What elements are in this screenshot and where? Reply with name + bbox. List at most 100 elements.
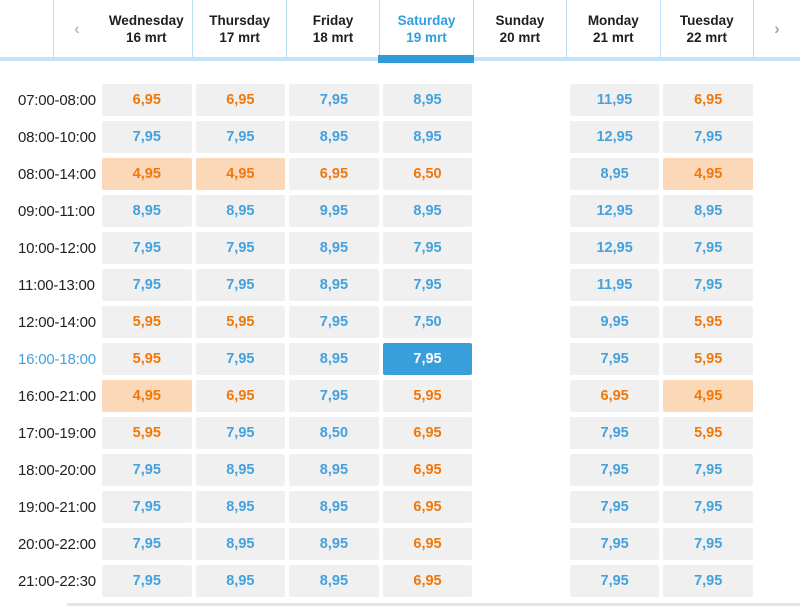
price-cell[interactable]: 7,95 xyxy=(663,491,753,523)
price-cell[interactable]: 8,95 xyxy=(382,195,473,227)
empty-cell xyxy=(476,528,566,560)
price-cell[interactable]: 5,95 xyxy=(663,306,753,338)
time-slot-label: 08:00-14:00 xyxy=(18,165,96,183)
empty-cell xyxy=(476,565,566,597)
price-cell[interactable]: 7,95 xyxy=(663,121,753,153)
price-cell[interactable]: 7,95 xyxy=(102,269,192,301)
price-cell[interactable]: 7,95 xyxy=(102,528,192,560)
price-cell[interactable]: 11,95 xyxy=(569,269,660,301)
price-cell[interactable]: 4,95 xyxy=(102,380,192,412)
price-cell[interactable]: 6,50 xyxy=(382,158,473,190)
price-cell[interactable]: 5,95 xyxy=(102,417,192,449)
price-cell[interactable]: 6,95 xyxy=(569,380,660,412)
price-cell[interactable]: 8,95 xyxy=(195,454,286,486)
price-cell[interactable]: 5,95 xyxy=(663,417,753,449)
price-cell[interactable]: 6,95 xyxy=(663,84,753,116)
price-cell[interactable]: 5,95 xyxy=(382,380,473,412)
price-cell[interactable]: 7,95 xyxy=(663,269,753,301)
price-cell[interactable]: 7,50 xyxy=(382,306,473,338)
tab-saturday[interactable]: Saturday 19 mrt xyxy=(379,0,472,57)
price-cell[interactable]: 8,95 xyxy=(102,195,192,227)
chevron-right-icon[interactable]: › xyxy=(753,0,800,57)
price-cell[interactable]: 7,95 xyxy=(663,232,753,264)
price-cell[interactable]: 4,95 xyxy=(663,158,753,190)
price-cell[interactable]: 12,95 xyxy=(569,195,660,227)
price-cell[interactable]: 7,95 xyxy=(195,121,286,153)
price-cell[interactable]: 8,95 xyxy=(195,491,286,523)
price-cell[interactable]: 7,95 xyxy=(569,491,660,523)
price-cell[interactable]: 8,95 xyxy=(382,84,473,116)
price-cell[interactable]: 8,95 xyxy=(195,528,286,560)
price-cell[interactable]: 6,95 xyxy=(289,158,379,190)
tab-sunday[interactable]: Sunday 20 mrt xyxy=(472,0,566,57)
price-cell[interactable]: 7,95 xyxy=(102,565,192,597)
price-cell[interactable]: 8,95 xyxy=(289,343,379,375)
price-cell[interactable]: 4,95 xyxy=(102,158,192,190)
price-cell[interactable]: 8,95 xyxy=(569,158,660,190)
price-cell[interactable]: 8,95 xyxy=(195,195,286,227)
empty-cell xyxy=(476,380,566,412)
price-cell[interactable]: 7,95 xyxy=(195,343,286,375)
price-cell[interactable]: 12,95 xyxy=(569,121,660,153)
tab-friday[interactable]: Friday 18 mrt xyxy=(285,0,379,57)
price-cell[interactable]: 7,95 xyxy=(382,269,473,301)
price-cell[interactable]: 7,95 xyxy=(289,84,379,116)
tab-thursday[interactable]: Thursday 17 mrt xyxy=(192,0,285,57)
price-cell[interactable]: 7,95 xyxy=(663,454,753,486)
price-cell[interactable]: 7,95 xyxy=(289,380,379,412)
price-cell[interactable]: 8,95 xyxy=(195,565,286,597)
price-cell[interactable]: 8,95 xyxy=(289,121,379,153)
price-cell[interactable]: 5,95 xyxy=(102,343,192,375)
price-cell[interactable]: 7,95 xyxy=(569,343,660,375)
price-cell[interactable]: 9,95 xyxy=(569,306,660,338)
price-cell[interactable]: 8,95 xyxy=(289,269,379,301)
price-cell[interactable]: 7,95 xyxy=(382,343,473,375)
price-cell[interactable]: 8,95 xyxy=(289,454,379,486)
time-slot-label: 08:00-10:00 xyxy=(18,128,96,146)
price-cell[interactable]: 6,95 xyxy=(195,380,286,412)
price-cell[interactable]: 7,95 xyxy=(569,565,660,597)
price-cell[interactable]: 7,95 xyxy=(102,454,192,486)
price-cell[interactable]: 8,95 xyxy=(663,195,753,227)
price-cell[interactable]: 7,95 xyxy=(102,232,192,264)
price-cell[interactable]: 6,95 xyxy=(382,491,473,523)
price-cell[interactable]: 7,95 xyxy=(102,491,192,523)
price-cell[interactable]: 12,95 xyxy=(569,232,660,264)
price-cell[interactable]: 7,95 xyxy=(382,232,473,264)
price-cell[interactable]: 8,95 xyxy=(289,491,379,523)
price-cell[interactable]: 7,95 xyxy=(663,565,753,597)
price-cell[interactable]: 6,95 xyxy=(102,84,192,116)
price-cell[interactable]: 5,95 xyxy=(195,306,286,338)
price-cell[interactable]: 7,95 xyxy=(569,528,660,560)
price-cell[interactable]: 8,95 xyxy=(289,565,379,597)
price-cell[interactable]: 4,95 xyxy=(195,158,286,190)
price-cell[interactable]: 8,50 xyxy=(289,417,379,449)
price-cell[interactable]: 5,95 xyxy=(102,306,192,338)
price-cell[interactable]: 6,95 xyxy=(382,454,473,486)
price-cell[interactable]: 7,95 xyxy=(663,528,753,560)
price-cell[interactable]: 8,95 xyxy=(382,121,473,153)
price-cell[interactable]: 9,95 xyxy=(289,195,379,227)
price-cell[interactable]: 7,95 xyxy=(569,454,660,486)
price-cell[interactable]: 7,95 xyxy=(569,417,660,449)
price-cell[interactable]: 7,95 xyxy=(195,269,286,301)
price-cell[interactable]: 7,95 xyxy=(195,417,286,449)
tab-monday[interactable]: Monday 21 mrt xyxy=(566,0,659,57)
price-cell[interactable]: 7,95 xyxy=(102,121,192,153)
price-cell[interactable]: 7,95 xyxy=(195,232,286,264)
price-cell[interactable]: 8,95 xyxy=(289,232,379,264)
price-cell[interactable]: 8,95 xyxy=(289,528,379,560)
time-slot-label: 11:00-13:00 xyxy=(18,276,95,294)
price-cell[interactable]: 6,95 xyxy=(382,565,473,597)
tab-tuesday[interactable]: Tuesday 22 mrt xyxy=(659,0,753,57)
price-cell[interactable]: 4,95 xyxy=(663,380,753,412)
price-cell[interactable]: 6,95 xyxy=(382,528,473,560)
daybar-spacer xyxy=(0,0,53,57)
price-cell[interactable]: 11,95 xyxy=(569,84,660,116)
chevron-left-icon[interactable]: ‹ xyxy=(53,0,100,57)
price-cell[interactable]: 6,95 xyxy=(195,84,286,116)
tab-wednesday[interactable]: Wednesday 16 mrt xyxy=(100,0,192,57)
price-cell[interactable]: 5,95 xyxy=(663,343,753,375)
price-cell[interactable]: 6,95 xyxy=(382,417,473,449)
price-cell[interactable]: 7,95 xyxy=(289,306,379,338)
